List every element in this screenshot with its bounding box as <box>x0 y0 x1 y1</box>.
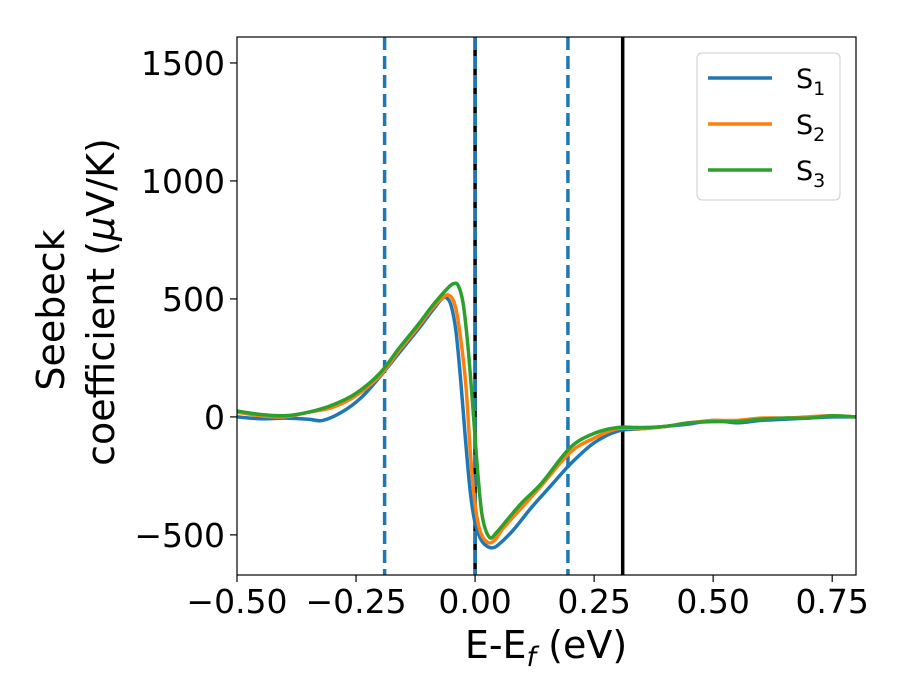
x-tick-label: 0.25 <box>557 582 630 621</box>
x-tick-label: −0.50 <box>186 582 287 621</box>
x-tick-label: 0.00 <box>438 582 511 621</box>
series-line-s1 <box>237 295 856 550</box>
x-tick-label: 0.75 <box>795 582 868 621</box>
y-tick-label: 1000 <box>141 162 225 201</box>
x-axis-ticks: −0.50 −0.25 0.00 0.25 0.50 0.75 <box>186 575 869 621</box>
reference-lines <box>382 37 625 575</box>
x-axis-label: E-Ef (eV) <box>465 623 627 673</box>
y-tick-label: 0 <box>204 398 225 437</box>
y-tick-label: −500 <box>134 516 225 555</box>
y-axis-label-line2: coefficient (μV/K) <box>79 138 123 466</box>
legend-label-s3: S3 <box>796 156 825 192</box>
x-tick-label: 0.50 <box>676 582 749 621</box>
y-tick-label: 500 <box>162 280 225 319</box>
legend: S1 S2 S3 <box>696 52 841 201</box>
y-axis-label: Seebeck coefficient (μV/K) <box>29 138 123 466</box>
series-line-s3 <box>237 281 856 540</box>
legend-label-s2: S2 <box>796 110 825 146</box>
legend-box <box>696 52 841 201</box>
x-tick-label: −0.25 <box>305 582 406 621</box>
y-tick-label: 1500 <box>141 44 225 83</box>
legend-label-s1: S1 <box>796 64 825 100</box>
y-axis-label-line1: Seebeck <box>29 229 73 390</box>
series-lines <box>237 281 856 550</box>
y-axis-ticks: −500 0 500 1000 1500 <box>134 44 237 555</box>
plot-frame <box>236 36 857 576</box>
